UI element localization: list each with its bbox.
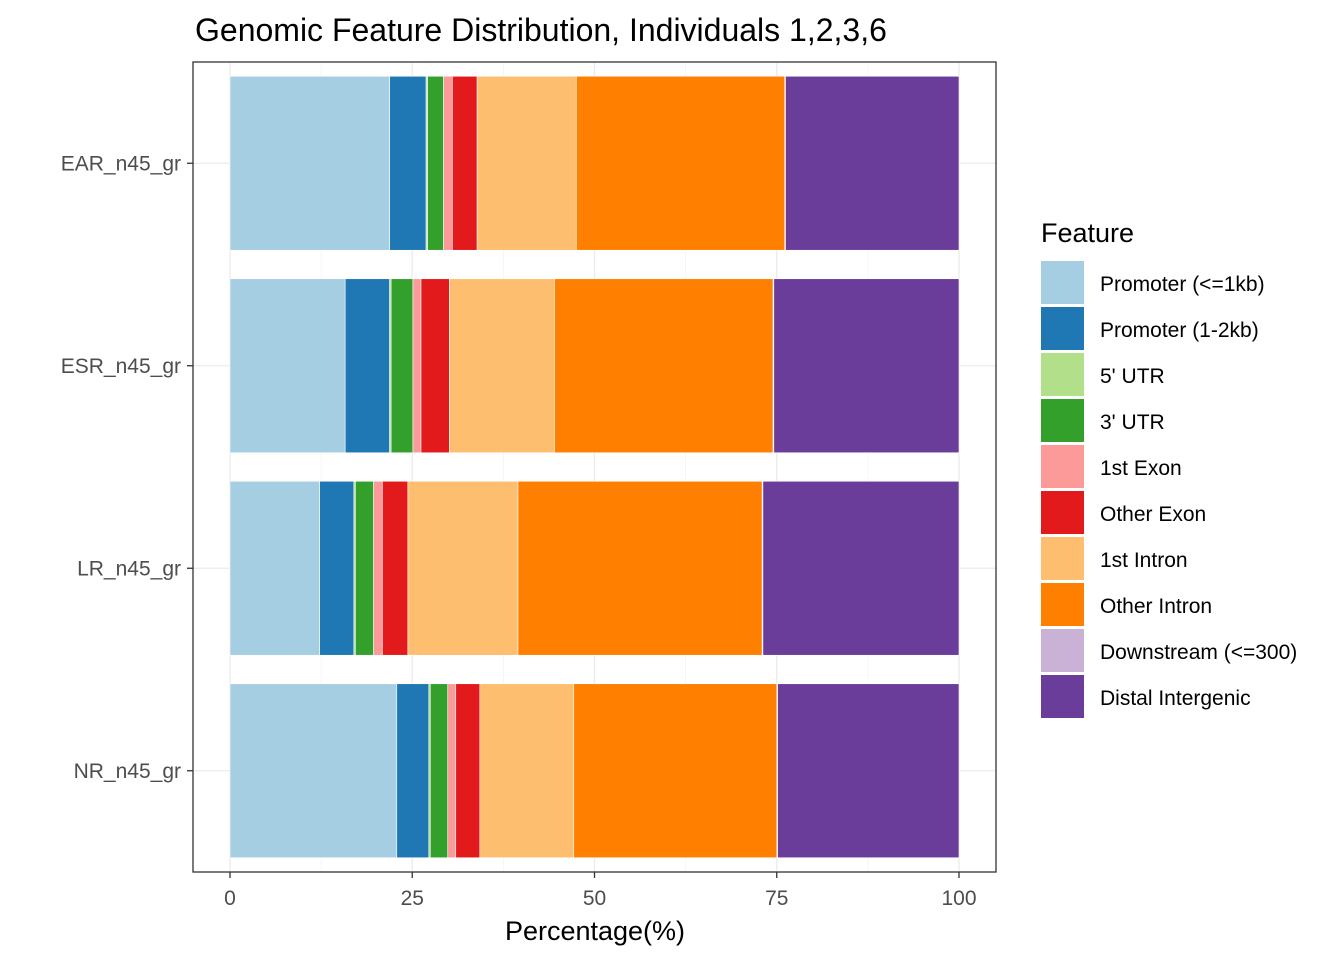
bar-segment [762, 480, 960, 656]
bar-segment [420, 278, 450, 454]
y-tick-label: EAR_n45_gr [61, 152, 181, 175]
legend-swatch [1041, 445, 1084, 488]
x-axis-title: Percentage(%) [505, 916, 685, 946]
bar-segment [373, 480, 383, 656]
bar-segment [344, 278, 390, 454]
bar-segments [229, 75, 960, 859]
bar-segment [382, 480, 409, 656]
x-tick-label: 50 [583, 887, 606, 910]
bar-segment [517, 480, 763, 656]
legend-swatch [1041, 537, 1084, 580]
legend-label: Distal Intergenic [1100, 687, 1251, 710]
legend-label: 1st Intron [1100, 549, 1188, 572]
bar-segment [773, 278, 960, 454]
legend-label: Promoter (1-2kb) [1100, 319, 1259, 342]
legend-swatch [1041, 261, 1084, 304]
legend-label: 5' UTR [1100, 365, 1165, 388]
x-tick-label: 100 [941, 887, 976, 910]
bar-segment [427, 75, 444, 251]
bar-segment [476, 75, 577, 251]
bar-segment [554, 278, 774, 454]
legend-swatch [1041, 629, 1084, 672]
bar-segment [389, 75, 427, 251]
legend-label: Promoter (<=1kb) [1100, 273, 1265, 296]
legend-swatch [1041, 675, 1084, 718]
y-tick-label: NR_n45_gr [74, 760, 181, 783]
legend-swatch [1041, 353, 1084, 396]
bar-segment [452, 75, 478, 251]
legend-label: Downstream (<=300) [1100, 641, 1297, 664]
legend-label: 3' UTR [1100, 411, 1165, 434]
bar-segment [229, 683, 398, 859]
legend-swatch [1041, 399, 1084, 442]
bar-segment [575, 75, 786, 251]
x-tick-label: 25 [401, 887, 424, 910]
legend-swatch [1041, 491, 1084, 534]
bar-segment [319, 480, 355, 656]
bar-segment [396, 683, 430, 859]
bar-segment [412, 278, 422, 454]
x-axis: 0 25 50 75 100 [224, 872, 977, 910]
y-axis: EAR_n45_gr ESR_n45_gr LR_n45_gr NR_n45_gr [61, 152, 193, 783]
y-tick-label: ESR_n45_gr [61, 355, 181, 378]
bar-segment [785, 75, 960, 251]
y-tick-label: LR_n45_gr [77, 557, 181, 580]
bar-segment [229, 480, 320, 656]
legend-label: Other Exon [1100, 503, 1206, 526]
bar-segment [429, 683, 449, 859]
bar-segment [447, 683, 457, 859]
bar-segment [443, 75, 453, 251]
bar-segment [229, 278, 346, 454]
legend-title: Feature [1041, 218, 1134, 248]
x-tick-label: 0 [224, 887, 236, 910]
bar-segment [449, 278, 555, 454]
bar-segment [229, 75, 390, 251]
bar-segment [573, 683, 778, 859]
legend-label: Other Intron [1100, 595, 1212, 618]
bar-segment [455, 683, 481, 859]
legend: Feature Promoter (<=1kb) Promoter (1-2kb)… [1041, 218, 1297, 718]
bar-segment [777, 683, 960, 859]
bar-segment [390, 278, 414, 454]
legend-swatch [1041, 583, 1084, 626]
bar-segment [355, 480, 374, 656]
legend-label: 1st Exon [1100, 457, 1182, 480]
chart-title: Genomic Feature Distribution, Individual… [195, 12, 887, 48]
x-tick-label: 75 [765, 887, 788, 910]
legend-swatch [1041, 307, 1084, 350]
bar-segment [479, 683, 575, 859]
bar-segment [407, 480, 519, 656]
